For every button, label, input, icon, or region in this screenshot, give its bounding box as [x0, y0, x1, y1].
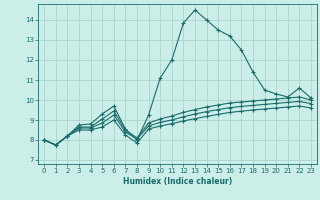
X-axis label: Humidex (Indice chaleur): Humidex (Indice chaleur) — [123, 177, 232, 186]
